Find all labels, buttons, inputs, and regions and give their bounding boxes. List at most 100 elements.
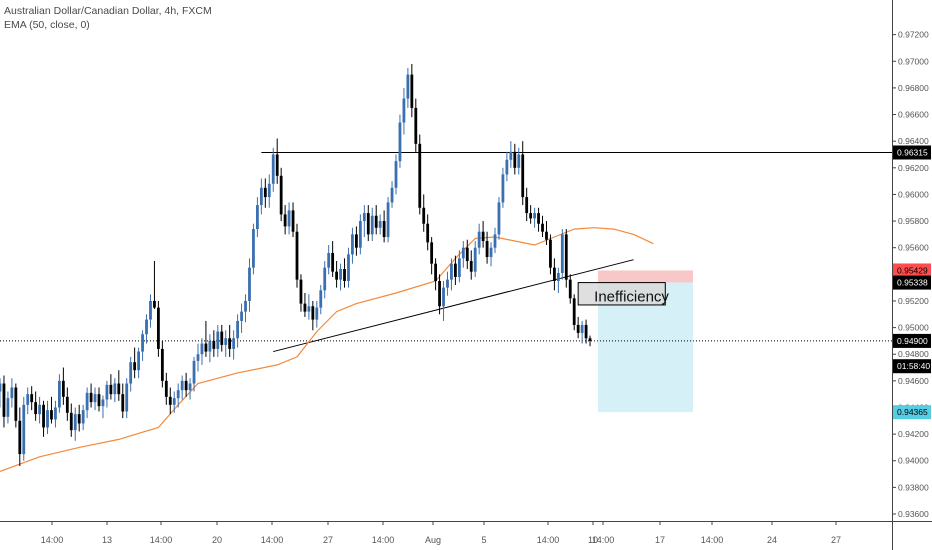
candle-body [493, 234, 497, 248]
candle [220, 324, 224, 352]
candle [224, 330, 228, 357]
candle [172, 391, 176, 413]
y-tick-label: 0.93800 [898, 482, 929, 492]
candle [248, 258, 251, 312]
candle [69, 403, 73, 437]
candle-body [489, 247, 493, 258]
price-label: 0.96315 [893, 145, 931, 160]
candle [109, 374, 113, 400]
candle [228, 324, 232, 357]
candle-body [259, 187, 263, 206]
candle [394, 154, 398, 195]
candle-body [105, 384, 109, 400]
candle-body [196, 354, 200, 361]
candle-body [61, 380, 65, 397]
candle [497, 197, 501, 240]
candle-body [184, 380, 188, 391]
candle-body [113, 383, 117, 395]
candle-body [358, 221, 362, 248]
candle-body [406, 74, 410, 99]
candle-body [469, 261, 473, 272]
candle-body [513, 151, 517, 168]
candle [438, 274, 441, 315]
candle [14, 383, 18, 428]
candle [26, 387, 30, 415]
candle [410, 63, 414, 118]
candle [204, 320, 208, 357]
candle-body [509, 151, 513, 160]
price-label-text: 0.94900 [897, 336, 928, 346]
y-tick-label: 0.97200 [898, 30, 929, 40]
candle-body [537, 213, 540, 224]
candle [180, 375, 184, 400]
trendline [273, 259, 634, 353]
candle [89, 383, 93, 408]
candle-body [398, 122, 402, 162]
candle [513, 143, 517, 175]
candle [541, 215, 544, 238]
candle [212, 330, 216, 357]
inefficiency-label: Inefficiency [594, 289, 669, 306]
candle-body [580, 324, 584, 333]
y-tick-label: 0.94600 [898, 376, 929, 386]
price-label: 0.95338 [893, 275, 931, 290]
candle-body [426, 223, 430, 243]
x-tick-label: 13 [102, 535, 112, 545]
price-label-text: 01:58:40 [897, 361, 930, 371]
candle [386, 197, 390, 243]
candle-body [172, 398, 176, 405]
y-tick-label: 0.95200 [898, 296, 929, 306]
candle [216, 324, 220, 357]
candle [97, 387, 101, 412]
candle-body [347, 254, 350, 281]
candle-body [549, 239, 552, 268]
candle [188, 378, 192, 400]
y-tick-label: 0.96800 [898, 83, 929, 93]
candle [141, 330, 144, 361]
candle [378, 214, 382, 235]
candle [319, 284, 323, 315]
candle [176, 383, 180, 408]
candle [133, 347, 137, 379]
candle-body [335, 271, 338, 280]
candle [477, 223, 481, 255]
candle [38, 396, 41, 424]
candle [6, 391, 10, 424]
candle-body [93, 394, 97, 403]
candle-body [50, 410, 53, 420]
candle-body [248, 267, 251, 301]
candle [30, 386, 34, 411]
candle-body [97, 394, 101, 407]
candle-body [410, 74, 414, 108]
candle [117, 370, 121, 401]
candle [576, 316, 580, 339]
candle-body [430, 242, 434, 264]
candle [196, 343, 200, 372]
y-tick-label: 0.96400 [898, 136, 929, 146]
candle [517, 147, 521, 175]
y-tick-label: 0.94000 [898, 456, 929, 466]
candle-body [73, 414, 77, 431]
candle-body [545, 231, 548, 240]
candle [236, 314, 239, 348]
x-tick-label: 10 [588, 535, 598, 545]
candle [232, 330, 236, 360]
candle [279, 167, 283, 222]
candle-body [465, 247, 469, 262]
candle [61, 367, 65, 405]
candle-body [157, 307, 160, 349]
price-label: 0.95429 [893, 263, 931, 278]
candle [457, 250, 461, 283]
candle-body [109, 384, 113, 395]
candle-body [220, 331, 224, 345]
candle-body [438, 280, 441, 307]
candle-body [271, 154, 275, 184]
candle-body [38, 404, 41, 415]
candle-body [125, 383, 129, 412]
y-tick-label: 0.93600 [898, 509, 929, 519]
indicator-label: EMA (50, close, 0) [4, 19, 90, 31]
candle-body [319, 290, 323, 308]
candle-body [46, 410, 49, 428]
candle-body [311, 306, 315, 320]
